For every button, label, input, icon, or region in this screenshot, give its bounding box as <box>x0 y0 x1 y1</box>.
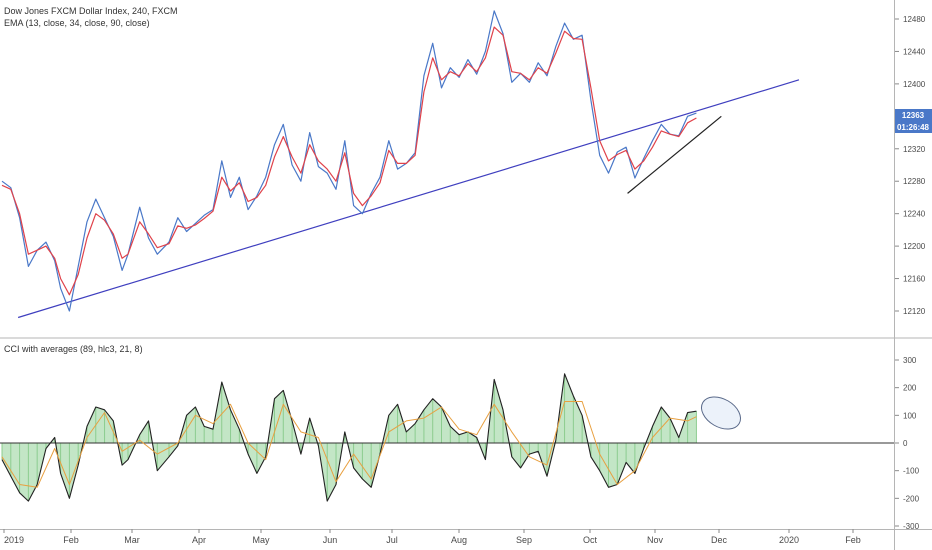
time-tick-label: Feb <box>845 535 861 545</box>
cci-average-line <box>1 401 697 488</box>
time-tick-label: Feb <box>63 535 79 545</box>
last-price-badge: 12363 01:26:48 <box>895 109 932 133</box>
price-tick-label: 12120 <box>903 307 926 316</box>
ellipse-annotation[interactable] <box>696 390 746 435</box>
cci-tick-label: 0 <box>903 439 908 448</box>
cci-indicator-label[interactable]: CCI with averages (89, hlc3, 21, 8) <box>4 344 143 354</box>
time-axis[interactable]: 2019 Feb Mar Apr May Jun Jul Aug Sep Oct Nov Dec 202… <box>3 529 861 545</box>
last-price-badge-bg <box>895 109 932 121</box>
time-tick-label: Sep <box>516 535 532 545</box>
time-tick-label: 2019 <box>4 535 24 545</box>
price-tick-label: 12200 <box>903 242 926 251</box>
main-chart-title[interactable]: Dow Jones FXCM Dollar Index, 240, FXCM <box>4 6 178 16</box>
time-tick-label: Jun <box>323 535 338 545</box>
last-price-value: 12363 <box>902 111 925 120</box>
time-tick-label: Jul <box>386 535 398 545</box>
price-tick-label: 12160 <box>903 275 926 284</box>
bar-countdown: 01:26:48 <box>897 123 930 132</box>
cci-tick-label: 100 <box>903 411 917 420</box>
price-series-group <box>1 10 697 312</box>
cci-axis[interactable]: 300 200 100 0 -100 -200 -300 <box>895 356 920 531</box>
ascending-trendline[interactable] <box>17 79 800 319</box>
time-tick-label: Oct <box>583 535 598 545</box>
time-tick-label: Apr <box>192 535 206 545</box>
cci-area-fill <box>2 373 697 502</box>
cci-tick-label: 300 <box>903 356 917 365</box>
price-tick-label: 12240 <box>903 210 926 219</box>
price-tick-label: 12280 <box>903 177 926 186</box>
price-tick-label: 12320 <box>903 145 926 154</box>
cci-tick-label: 200 <box>903 384 917 393</box>
time-tick-label: Dec <box>711 535 728 545</box>
price-line <box>1 10 697 312</box>
cci-series-group <box>0 373 894 502</box>
time-tick-label: Mar <box>124 535 140 545</box>
price-axis[interactable]: 1212012160122001224012280123201236012400… <box>895 15 926 316</box>
price-tick-label: 12440 <box>903 47 926 56</box>
price-tick-label: 12400 <box>903 80 926 89</box>
trendlines[interactable] <box>17 79 800 319</box>
cci-tick-label: -300 <box>903 522 920 531</box>
cci-tick-label: -200 <box>903 494 920 503</box>
time-tick-label: May <box>252 535 270 545</box>
time-tick-label: Aug <box>451 535 467 545</box>
price-tick-label: 12480 <box>903 15 926 24</box>
time-tick-label: 2020 <box>779 535 799 545</box>
time-tick-label: Nov <box>647 535 664 545</box>
countdown-badge-bg <box>895 121 932 133</box>
ema-indicator-label[interactable]: EMA (13, close, 34, close, 90, close) <box>4 18 150 28</box>
cci-tick-label: -100 <box>903 467 920 476</box>
cci-line <box>1 373 697 502</box>
ema-line <box>1 26 697 296</box>
short-trendline[interactable] <box>627 115 722 194</box>
